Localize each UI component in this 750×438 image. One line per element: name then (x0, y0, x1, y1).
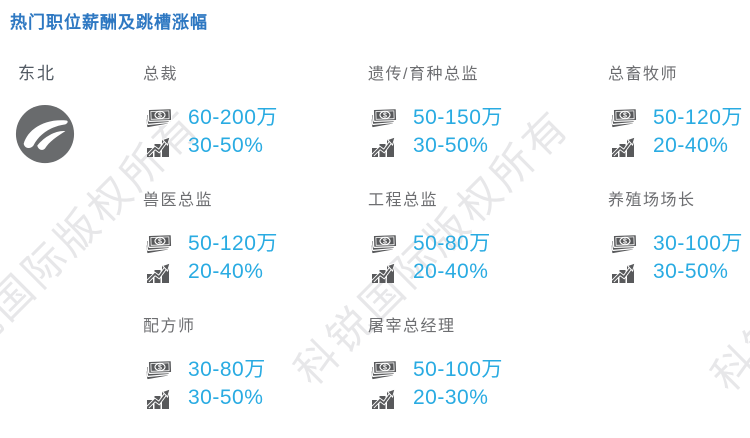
growth-chart-icon (368, 385, 400, 411)
salary-row: 50-120万 (143, 228, 368, 256)
salary-range: 50-120万 (653, 106, 743, 129)
growth-chart-icon (368, 133, 400, 159)
raise-row: 20-30% (368, 384, 608, 412)
position-title: 屠宰总经理 (368, 318, 456, 335)
raise-range: 30-50% (653, 260, 729, 283)
salary-range: 50-150万 (413, 106, 503, 129)
salary-row: 30-100万 (608, 228, 750, 256)
growth-chart-icon (143, 385, 175, 411)
swoosh-logo-icon (14, 103, 76, 165)
salary-range: 60-200万 (188, 106, 278, 129)
position-card: 配方师 30-80万 30-50% (143, 312, 368, 438)
growth-chart-icon (608, 259, 640, 285)
raise-range: 20-40% (653, 134, 729, 157)
raise-row: 30-50% (608, 258, 750, 286)
raise-row: 30-50% (143, 384, 368, 412)
position-card: 屠宰总经理 50-100万 20-30% (368, 312, 608, 438)
banknotes-icon (368, 355, 400, 381)
position-card: 养殖场场长 30-100万 30-50% (608, 186, 750, 312)
region-label: 东北 (18, 64, 56, 83)
position-card: 兽医总监 50-120万 20-40% (143, 186, 368, 312)
salary-range: 30-100万 (653, 232, 743, 255)
position-card: 工程总监 50-80万 20-40% (368, 186, 608, 312)
salary-row: 60-200万 (143, 102, 368, 130)
position-title: 工程总监 (368, 192, 439, 209)
salary-range: 50-100万 (413, 358, 503, 381)
growth-chart-icon (368, 259, 400, 285)
page-title: 热门职位薪酬及跳槽涨幅 (10, 13, 208, 32)
position-title: 兽医总监 (143, 192, 214, 209)
position-card: 遗传/育种总监 50-150万 30-50% (368, 60, 608, 186)
raise-row: 20-40% (143, 258, 368, 286)
position-card: 总畜牧师 50-120万 20-40% (608, 60, 750, 186)
banknotes-icon (608, 229, 640, 255)
salary-row: 50-120万 (608, 102, 750, 130)
raise-range: 30-50% (413, 134, 489, 157)
salary-row: 50-150万 (368, 102, 608, 130)
salary-range: 50-120万 (188, 232, 278, 255)
position-title: 总畜牧师 (608, 66, 679, 83)
growth-chart-icon (143, 259, 175, 285)
raise-range: 30-50% (188, 134, 264, 157)
banknotes-icon (143, 229, 175, 255)
raise-range: 30-50% (188, 386, 264, 409)
banknotes-icon (608, 103, 640, 129)
position-title: 总裁 (143, 66, 179, 83)
position-title: 养殖场场长 (608, 192, 696, 209)
banknotes-icon (143, 355, 175, 381)
raise-row: 20-40% (608, 132, 750, 160)
raise-row: 30-50% (368, 132, 608, 160)
growth-chart-icon (608, 133, 640, 159)
raise-range: 20-30% (413, 386, 489, 409)
raise-range: 20-40% (413, 260, 489, 283)
raise-row: 30-50% (143, 132, 368, 160)
salary-range: 50-80万 (413, 232, 491, 255)
position-title: 配方师 (143, 318, 196, 335)
salary-row: 50-80万 (368, 228, 608, 256)
salary-row: 30-80万 (143, 354, 368, 382)
salary-row: 50-100万 (368, 354, 608, 382)
banknotes-icon (368, 103, 400, 129)
growth-chart-icon (143, 133, 175, 159)
raise-row: 20-40% (368, 258, 608, 286)
positions-grid: 总裁 60-200万 30-50% 遗传/育种总监 50-150万 30-50%… (143, 60, 750, 438)
position-title: 遗传/育种总监 (368, 66, 479, 83)
raise-range: 20-40% (188, 260, 264, 283)
banknotes-icon (143, 103, 175, 129)
salary-range: 30-80万 (188, 358, 266, 381)
banknotes-icon (368, 229, 400, 255)
position-card: 总裁 60-200万 30-50% (143, 60, 368, 186)
